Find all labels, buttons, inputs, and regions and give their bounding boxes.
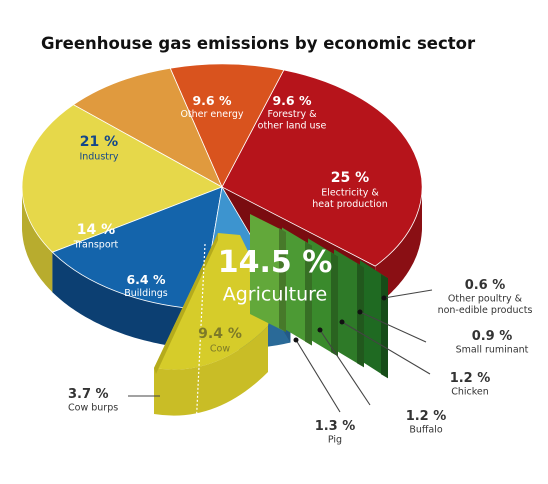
label-transport: 14 %Transport bbox=[73, 222, 119, 250]
label-cow-burps: 3.7 %Cow burps bbox=[68, 387, 118, 413]
label-agriculture: 14.5 % Agriculture bbox=[218, 245, 333, 306]
agri-slab-edge-buffalo bbox=[305, 241, 312, 346]
label-small-ruminant-value: 0.9 % bbox=[472, 329, 513, 344]
label-other-poultry-non-edible-products-label: non-edible products bbox=[438, 305, 533, 316]
leader-lines bbox=[128, 289, 433, 413]
label-cow: 9.4 %Cow bbox=[198, 326, 242, 354]
label-cow-label: Cow bbox=[210, 343, 230, 354]
agri-slab-edge-pig bbox=[279, 228, 286, 332]
agri-block-cow-burps bbox=[154, 326, 268, 416]
chart-title: Greenhouse gas emissions by economic sec… bbox=[41, 34, 476, 53]
agriculture-blocks bbox=[154, 214, 388, 429]
label-transport-label: Transport bbox=[73, 239, 119, 250]
slice-side-industry bbox=[22, 187, 53, 293]
leader-dot bbox=[339, 319, 345, 325]
slice-other-energy bbox=[72, 67, 223, 188]
label-industry: 21 %Industry bbox=[79, 134, 118, 162]
label-cow-burps-value: 3.7 % bbox=[68, 387, 109, 402]
slice-side-electricity-heat-production bbox=[375, 187, 422, 307]
leader-line bbox=[341, 321, 431, 375]
agri-slab-edge-small-ruminant bbox=[357, 263, 364, 368]
label-electricity-heat-production-label: heat production bbox=[312, 199, 387, 210]
label-buildings-value: 6.4 % bbox=[126, 272, 165, 287]
label-cow-burps-label: Cow burps bbox=[68, 402, 118, 413]
slice-side-transport bbox=[52, 252, 202, 350]
label-agriculture-label: Agriculture bbox=[223, 284, 328, 306]
agri-slab-buffalo bbox=[282, 227, 312, 346]
agri-slab-edge-other-poultry-non-edible-products bbox=[381, 274, 388, 379]
leader-dot bbox=[381, 295, 387, 301]
label-buffalo-label: Buffalo bbox=[409, 424, 443, 435]
label-buffalo: 1.2 %Buffalo bbox=[406, 409, 447, 435]
label-other-poultry-non-edible-products-label: Other poultry & bbox=[448, 293, 523, 304]
label-chicken-value: 1.2 % bbox=[450, 371, 491, 386]
label-electricity-heat-production: 25 %Electricity &heat production bbox=[312, 170, 387, 210]
label-electricity-heat-production-label: Electricity & bbox=[321, 187, 379, 198]
label-forestry-other-land-use-label: other land use bbox=[258, 120, 327, 131]
label-other-energy: 9.6 %Other energy bbox=[180, 93, 243, 120]
label-forestry-other-land-use-value: 9.6 % bbox=[272, 93, 311, 108]
label-buildings-label: Buildings bbox=[124, 288, 168, 299]
label-agriculture-value: 14.5 % bbox=[218, 245, 333, 280]
label-small-ruminant: 0.9 %Small ruminant bbox=[456, 329, 529, 355]
label-chicken-label: Chicken bbox=[451, 386, 489, 397]
agri-block-cow bbox=[154, 233, 272, 370]
label-small-ruminant-label: Small ruminant bbox=[456, 344, 529, 355]
leader-dot bbox=[357, 309, 363, 315]
agri-slab-chicken bbox=[308, 238, 338, 357]
label-electricity-heat-production-value: 25 % bbox=[331, 170, 369, 186]
label-industry-value: 21 % bbox=[80, 134, 118, 150]
label-buildings: 6.4 %Buildings bbox=[124, 272, 168, 299]
label-other-energy-value: 9.6 % bbox=[192, 93, 231, 108]
label-buffalo-value: 1.2 % bbox=[406, 409, 447, 424]
leader-line bbox=[359, 311, 427, 343]
agri-slab-pig bbox=[250, 214, 286, 332]
agri-slab-small-ruminant bbox=[334, 249, 364, 368]
leader-dot bbox=[317, 327, 323, 333]
leader-line bbox=[295, 339, 341, 413]
slice-industry bbox=[21, 104, 223, 253]
label-pig-value: 1.3 % bbox=[315, 419, 356, 434]
agri-block-cow-edge bbox=[154, 233, 218, 374]
leader-dot bbox=[293, 337, 299, 343]
leader-line bbox=[319, 329, 371, 406]
slice-forestry-other-land-use bbox=[169, 63, 285, 188]
label-other-poultry-non-edible-products: 0.6 %Other poultry &non-edible products bbox=[438, 278, 533, 316]
label-forestry-other-land-use: 9.6 %Forestry &other land use bbox=[258, 93, 327, 131]
label-chicken: 1.2 %Chicken bbox=[450, 371, 491, 397]
label-cow-value: 9.4 % bbox=[198, 326, 242, 342]
label-other-energy-label: Other energy bbox=[180, 109, 243, 120]
label-industry-label: Industry bbox=[79, 151, 118, 162]
label-other-poultry-non-edible-products-value: 0.6 % bbox=[465, 278, 506, 293]
label-pig: 1.3 %Pig bbox=[315, 419, 356, 445]
label-forestry-other-land-use-label: Forestry & bbox=[267, 109, 317, 120]
slice-electricity-heat-production bbox=[221, 69, 423, 267]
label-transport-value: 14 % bbox=[77, 222, 115, 238]
agri-slab-edge-chicken bbox=[331, 252, 338, 357]
agri-divider-line bbox=[195, 243, 206, 429]
label-pig-label: Pig bbox=[328, 434, 342, 445]
leader-line bbox=[383, 289, 433, 299]
